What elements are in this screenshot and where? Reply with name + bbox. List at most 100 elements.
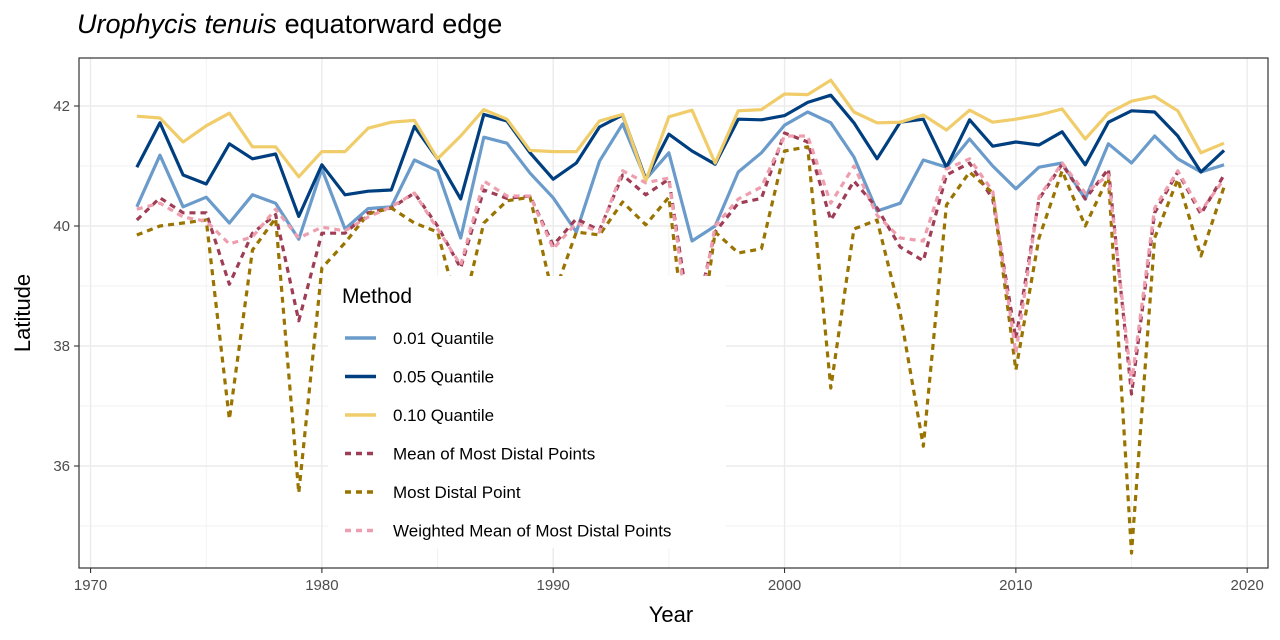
data-point (806, 101, 809, 104)
data-point (829, 219, 832, 222)
data-point (806, 145, 809, 148)
data-point (899, 121, 902, 124)
series-line-0-01-quantile (135, 110, 1225, 243)
legend-item-0-05-quantile: 0.05 Quantile (345, 368, 494, 387)
data-point (667, 133, 670, 136)
data-point (876, 157, 879, 160)
data-point (876, 214, 879, 217)
data-point (182, 205, 185, 208)
data-point (1176, 178, 1179, 181)
data-point (344, 229, 347, 232)
data-point (1153, 237, 1156, 240)
data-point (644, 223, 647, 226)
legend-label: Most Distal Point (393, 483, 521, 502)
data-point (251, 235, 254, 238)
data-point (899, 237, 902, 240)
data-point (1014, 118, 1017, 121)
legend-label: 0.05 Quantile (393, 368, 494, 387)
data-point (482, 136, 485, 139)
legend-items: 0.01 Quantile 0.05 Quantile 0.10 Quantile M… (345, 329, 671, 541)
data-point (598, 120, 601, 123)
series-0-01-quantile (135, 110, 1225, 243)
data-point (135, 219, 138, 222)
series-line-mean-of-most-distal-points (135, 131, 1226, 396)
x-axis: 1970 1980 1990 2000 2010 2020 (74, 568, 1264, 594)
data-point (829, 121, 832, 124)
data-point (482, 108, 485, 111)
data-point (806, 135, 809, 138)
data-point (853, 165, 856, 168)
data-point (1153, 135, 1156, 138)
data-point (621, 174, 624, 177)
data-point (1038, 237, 1041, 240)
data-point (297, 319, 300, 322)
data-point (482, 222, 485, 225)
data-point (922, 118, 925, 121)
data-point (274, 208, 277, 211)
data-point (691, 240, 694, 243)
data-point (1176, 169, 1179, 172)
data-point (1107, 112, 1110, 115)
data-point (552, 196, 555, 199)
data-point (853, 180, 856, 183)
data-point (1107, 121, 1110, 124)
data-point (182, 216, 185, 219)
data-point (783, 150, 786, 153)
data-point (344, 232, 347, 235)
data-point (621, 113, 624, 116)
legend-item-most-distal-point: Most Distal Point (345, 483, 521, 502)
data-point (737, 202, 740, 205)
legend-label: Weighted Mean of Most Distal Points (393, 522, 671, 541)
data-point (320, 150, 323, 153)
data-point (829, 94, 832, 97)
data-point (1107, 168, 1110, 171)
data-point (1014, 369, 1017, 372)
data-point (968, 162, 971, 165)
data-point (274, 145, 277, 148)
data-point (251, 157, 254, 160)
data-point (806, 93, 809, 96)
data-point (159, 121, 162, 124)
x-tick-label: 2010 (999, 577, 1032, 594)
data-point (205, 211, 208, 214)
data-point (135, 208, 138, 211)
data-point (991, 165, 994, 168)
data-point (297, 492, 300, 495)
data-point (899, 246, 902, 249)
data-point (667, 151, 670, 154)
data-point (344, 193, 347, 196)
data-point (783, 124, 786, 127)
series-line-0-05-quantile (135, 93, 1226, 218)
data-point (159, 117, 162, 120)
data-point (228, 418, 231, 421)
data-point (367, 127, 370, 130)
data-point (205, 124, 208, 127)
data-point (297, 237, 300, 240)
data-point (991, 190, 994, 193)
data-point (459, 135, 462, 138)
data-point (1223, 149, 1226, 152)
data-point (1130, 109, 1133, 112)
data-point (413, 192, 416, 195)
data-point (552, 150, 555, 153)
data-point (159, 196, 162, 199)
data-point (899, 312, 902, 315)
data-point (251, 193, 254, 196)
data-point (760, 197, 763, 200)
data-point (205, 220, 208, 223)
data-point (320, 163, 323, 166)
data-point (228, 283, 231, 286)
series-weighted-mean-of-most-distal-points (135, 134, 1226, 385)
data-point (320, 226, 323, 229)
data-point (367, 207, 370, 210)
data-point (159, 202, 162, 205)
data-point (1200, 210, 1203, 213)
data-point (922, 259, 925, 262)
data-point (1223, 174, 1226, 177)
data-point (598, 126, 601, 129)
data-point (1107, 174, 1110, 177)
data-point (644, 181, 647, 184)
data-point (529, 195, 532, 198)
x-tick-label: 1980 (305, 577, 338, 594)
chart-title: Urophycis tenuis equatorward edge (77, 9, 502, 39)
